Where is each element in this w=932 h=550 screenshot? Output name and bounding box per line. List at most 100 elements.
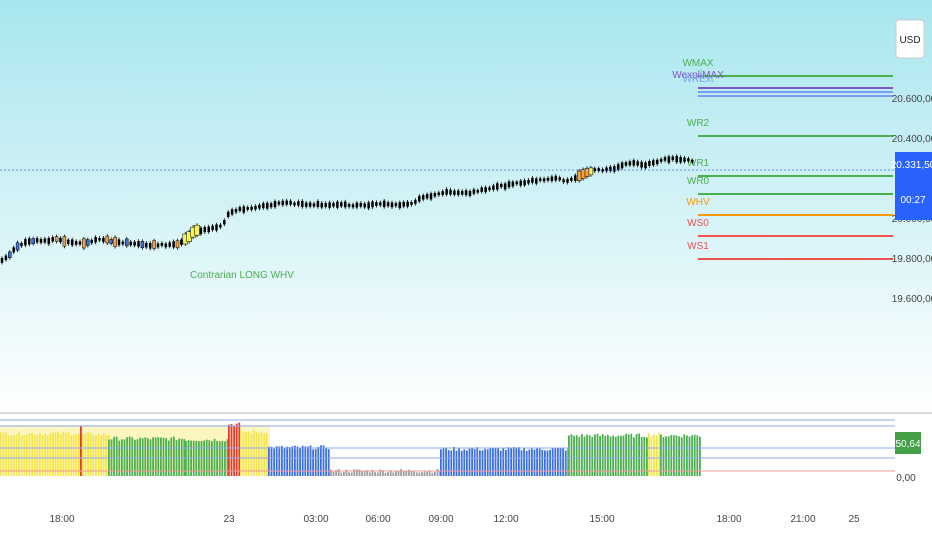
level-label-0: WMAX [682,58,713,69]
oscillator-bar [633,437,635,476]
candle-body [175,240,180,249]
oscillator-bar [583,436,586,476]
countdown-label: 00:27 [900,195,925,206]
candle-body [332,203,335,207]
candle-body [566,178,569,183]
candle-body [425,194,429,199]
oscillator-bar [20,435,23,476]
candle-body [54,236,59,242]
time-tick-1: 23 [223,514,235,525]
oscillator-bar [325,448,327,476]
oscillator-bar [28,433,31,476]
candle-body [382,200,386,208]
candle-body [624,162,628,166]
oscillator-bar [691,435,693,476]
oscillator-bar [591,437,594,476]
time-tick-3: 06:00 [365,514,390,525]
oscillator-bar [80,425,82,476]
oscillator-bar [322,445,325,476]
candle-body [367,202,370,209]
candle-body [265,202,269,209]
candle-body [605,167,608,172]
time-axis-background [0,492,932,550]
oscillator-bar [294,445,296,476]
candle-body [644,162,647,169]
candle-body [679,157,682,163]
candle-body [460,191,464,195]
oscillator-bar [492,447,494,476]
oscillator-pane: 50,64 0,00 [0,412,932,484]
oscillator-bar [89,432,92,476]
candle-body [628,161,632,166]
candle-body [203,227,207,233]
oscillator-bar [245,431,247,476]
candle-body [499,183,503,188]
oscillator-bar [551,448,554,476]
oscillator-bar [327,449,330,476]
candle-body [297,201,300,206]
currency-button[interactable] [895,19,925,59]
oscillator-bar [52,432,54,476]
oscillator-bar [113,436,115,476]
oscillator-bar [546,450,549,476]
oscillator-bar [588,435,591,476]
oscillator-bar [389,470,392,476]
price-axis[interactable]: USD 20.600,0020.400,0020.000,0019.800,00… [891,19,932,305]
candle-body [632,160,636,166]
oscillator-bar [494,447,497,476]
candle-body [117,239,121,246]
oscillator-bar [273,448,275,476]
candle-body [246,207,249,210]
oscillator-bar [57,431,59,476]
oscillator-bar [253,430,255,476]
oscillator-bar [275,446,278,476]
oscillator-bar [557,447,559,476]
candle-body [410,202,413,205]
oscillator-bar [228,424,230,476]
oscillator-bar [320,445,322,476]
oscillator-bar [421,472,423,476]
candle-body [156,243,160,248]
candle-body [152,240,156,249]
candle-body [421,195,425,200]
oscillator-bar [291,446,294,476]
oscillator-bar [442,448,445,476]
oscillator-bar [330,469,332,476]
oscillator-bar [363,470,366,476]
candle-body [28,238,31,245]
oscillator-bar [536,447,538,476]
oscillator-bar [481,450,484,476]
time-axis[interactable]: 18:00 23 03:00 06:00 09:00 12:00 15:00 18:00 21:… [49,514,860,525]
candle-body [531,177,534,183]
candle-body [546,177,550,181]
oscillator-bar [75,434,78,476]
candle-body [375,202,378,206]
oscillator-bar [415,472,418,476]
level-label-2: WRExt [682,74,713,85]
oscillator-bar [468,448,471,476]
main-pane-background [0,0,932,412]
oscillator-bar [36,434,39,476]
oscillator-bar [18,431,20,476]
oscillator-bar [44,433,46,476]
candle-body [468,191,472,196]
oscillator-bar [230,423,233,476]
candle-body [105,235,110,244]
oscillator-bar [72,434,75,476]
candle-body [226,211,230,217]
candle-body [550,176,554,182]
candle-body [148,243,152,249]
candle-body [281,200,285,206]
candle-body [24,239,27,246]
oscillator-bar [512,447,515,476]
oscillator-bar [646,437,648,476]
oscillator-bar [263,433,266,476]
oscillator-bar [356,469,358,476]
oscillator-bar [162,437,165,476]
oscillator-bar [575,435,578,476]
oscillator-bar [100,435,102,476]
candle-body [659,158,663,162]
candle-body [464,190,468,196]
oscillator-bar [105,435,108,476]
oscillator-bar [152,437,154,476]
